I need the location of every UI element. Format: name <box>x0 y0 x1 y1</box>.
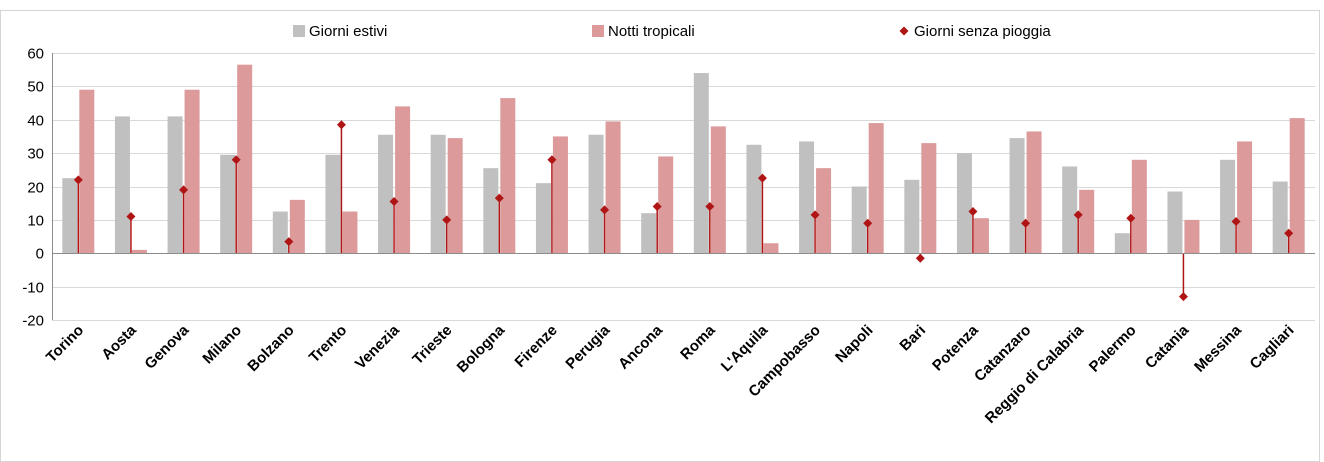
stems <box>73 120 1294 302</box>
bar-notti-tropicali <box>1289 118 1305 254</box>
stem-marker-giorni-senza-pioggia <box>705 202 715 212</box>
bar-notti-tropicali <box>973 218 989 254</box>
bar-giorni-estivi <box>1167 191 1183 254</box>
bar-giorni-estivi <box>167 116 183 254</box>
bar-notti-tropicali <box>710 126 726 254</box>
bar-giorni-estivi <box>588 134 604 254</box>
bar-notti-tropicali <box>816 168 832 254</box>
legend-label: Giorni senza pioggia <box>914 23 1051 40</box>
bar-notti-tropicali <box>237 64 253 254</box>
bar-notti-tropicali <box>552 136 568 254</box>
bar-giorni-estivi <box>430 134 446 254</box>
y-axis-ticks: 60 50 40 30 20 10 0 -10 -20 <box>22 46 44 330</box>
stem-marker-giorni-senza-pioggia <box>600 205 610 215</box>
bar-giorni-estivi <box>799 141 815 254</box>
bar-notti-tropicali <box>79 89 95 254</box>
bar-giorni-estivi <box>851 186 867 254</box>
axes <box>52 53 1315 320</box>
bar-giorni-estivi <box>956 153 972 254</box>
stem-marker-giorni-senza-pioggia <box>547 155 557 165</box>
stem-marker-giorni-senza-pioggia <box>915 253 925 263</box>
stem-marker-giorni-senza-pioggia <box>126 212 136 222</box>
legend-label: Giorni estivi <box>309 23 387 40</box>
bar-giorni-estivi <box>62 178 78 254</box>
stem-marker-giorni-senza-pioggia <box>336 120 346 130</box>
bar-giorni-estivi <box>378 134 394 254</box>
bar-notti-tropicali <box>1026 131 1042 254</box>
y-tick-label: 10 <box>27 213 44 230</box>
bar-giorni-estivi <box>746 144 762 254</box>
bar-giorni-estivi <box>1009 138 1025 254</box>
bar-notti-tropicali <box>1184 219 1200 254</box>
bar-giorni-estivi <box>693 73 709 254</box>
bar-notti-tropicali <box>131 249 147 254</box>
stem-marker-giorni-senza-pioggia <box>1178 292 1188 302</box>
stem-marker-giorni-senza-pioggia <box>494 193 504 203</box>
legend-swatch <box>899 26 909 36</box>
stem-marker-giorni-senza-pioggia <box>1073 210 1083 220</box>
stem-marker-giorni-senza-pioggia <box>810 210 820 220</box>
stem-marker-giorni-senza-pioggia <box>1126 213 1136 223</box>
bar-giorni-estivi <box>483 168 499 254</box>
bar-notti-tropicali <box>1079 189 1095 254</box>
bar-notti-tropicali <box>500 98 516 254</box>
bar-notti-tropicali <box>447 138 463 254</box>
stem-marker-giorni-senza-pioggia <box>1284 228 1294 238</box>
bar-giorni-estivi <box>1114 233 1130 254</box>
legend: Giorni estivi Notti tropicali Giorni senza… <box>293 23 1051 40</box>
y-tick-label: 30 <box>27 146 44 163</box>
stem-marker-giorni-senza-pioggia <box>284 237 294 247</box>
y-tick-label: 40 <box>27 113 44 130</box>
bar-giorni-estivi <box>641 213 657 254</box>
bar-notti-tropicali <box>1237 141 1253 254</box>
bar-giorni-estivi <box>535 183 551 254</box>
bar-notti-tropicali <box>184 89 200 254</box>
gridlines <box>52 53 1315 321</box>
bar-giorni-estivi <box>1272 181 1288 254</box>
stem-marker-giorni-senza-pioggia <box>652 202 662 212</box>
bar-notti-tropicali <box>763 243 779 254</box>
y-tick-label: 50 <box>27 79 44 96</box>
bar-giorni-estivi <box>904 179 920 254</box>
stem-marker-giorni-senza-pioggia <box>442 215 452 225</box>
bar-notti-tropicali <box>868 123 884 254</box>
stem-marker-giorni-senza-pioggia <box>231 155 241 165</box>
stem-marker-giorni-senza-pioggia <box>1021 218 1031 228</box>
stem-marker-giorni-senza-pioggia <box>389 197 399 207</box>
stem-marker-giorni-senza-pioggia <box>968 207 978 217</box>
bar-giorni-estivi <box>272 211 288 254</box>
stem-marker-giorni-senza-pioggia <box>757 173 767 183</box>
y-tick-label: 20 <box>27 180 44 197</box>
bar-notti-tropicali <box>658 156 674 254</box>
bar-notti-tropicali <box>921 143 937 254</box>
bar-giorni-estivi <box>220 154 236 254</box>
bar-notti-tropicali <box>605 121 621 254</box>
y-tick-label: 60 <box>27 46 44 63</box>
stem-marker-giorni-senza-pioggia <box>179 185 189 195</box>
legend-swatch <box>592 25 604 37</box>
bars <box>62 64 1305 254</box>
y-tick-label: 0 <box>36 246 44 263</box>
bar-giorni-estivi <box>1220 159 1236 254</box>
stem-marker-giorni-senza-pioggia <box>863 218 873 228</box>
stem-marker-giorni-senza-pioggia <box>1231 217 1241 227</box>
legend-swatch <box>293 25 305 37</box>
bar-giorni-estivi <box>1062 166 1078 254</box>
bar-giorni-estivi <box>325 154 341 254</box>
bar-notti-tropicali <box>395 106 411 254</box>
stem-marker-giorni-senza-pioggia <box>73 175 83 185</box>
bar-notti-tropicali <box>342 211 358 254</box>
bar-giorni-estivi <box>114 116 130 254</box>
bar-notti-tropicali <box>1131 159 1147 254</box>
bar-notti-tropicali <box>289 199 305 254</box>
y-tick-label: -20 <box>22 313 44 330</box>
y-tick-label: -10 <box>22 280 44 297</box>
legend-label: Notti tropicali <box>608 23 695 40</box>
